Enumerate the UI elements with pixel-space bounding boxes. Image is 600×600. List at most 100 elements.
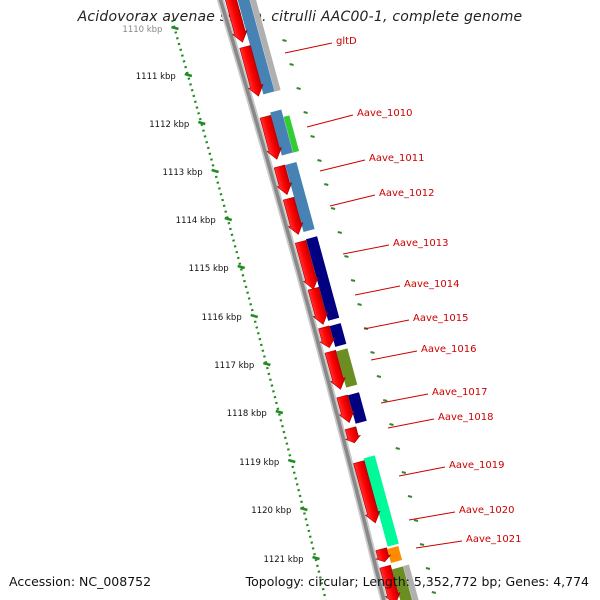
ruler-axis: 1110 kbp 1111 kbp 1112 kbp 1113 kbp 1114 kbp… xyxy=(122,19,437,600)
gene-label: Aave_1012 xyxy=(379,188,435,199)
gene-arrow xyxy=(224,0,248,43)
ruler-tick xyxy=(197,120,206,126)
ruler-tick xyxy=(250,313,259,319)
gene-label: Aave_1014 xyxy=(404,279,460,290)
ruler-dotted-line xyxy=(171,19,327,600)
ruler-label: 1114 kbp xyxy=(176,216,216,226)
gene-label: Aave_1015 xyxy=(413,313,469,324)
ruler-tick xyxy=(312,555,320,561)
minor-tick xyxy=(382,399,388,402)
minor-tick xyxy=(431,591,437,594)
minor-tick xyxy=(389,423,394,426)
label-connector xyxy=(363,319,410,330)
gene-label: Aave_1020 xyxy=(459,505,515,516)
minor-tick xyxy=(370,351,375,354)
minor-tick xyxy=(337,231,343,234)
gene-label: Aave_1010 xyxy=(357,108,413,119)
gene-arrow-shape xyxy=(353,460,381,524)
map-title: Acidovorax avenae subsp. citrulli AAC00-… xyxy=(77,9,523,25)
accession-text: Accession: NC_008752 xyxy=(9,574,152,589)
gene-arrow xyxy=(294,240,319,290)
ruler-tick xyxy=(211,168,219,174)
cog-block xyxy=(386,545,403,564)
gene-label: Aave_1011 xyxy=(369,153,425,164)
gene-label: Aave_1018 xyxy=(438,412,494,423)
gene-label: Aave_1019 xyxy=(449,460,505,471)
minor-tick xyxy=(376,375,382,378)
gene-arrow xyxy=(318,325,336,349)
gene-arrow xyxy=(282,196,304,235)
cog-bar-green xyxy=(283,115,300,153)
gene-arrow xyxy=(353,460,381,524)
ruler-tick xyxy=(287,458,296,464)
gene-arrow-shape xyxy=(224,0,248,43)
gene-label: Aave_1017 xyxy=(432,387,488,398)
ruler-label: 1115 kbp xyxy=(189,264,229,274)
gene-arrow xyxy=(379,564,401,600)
ruler-label: 1121 kbp xyxy=(263,555,303,565)
cog-bar-grey xyxy=(403,564,420,600)
minor-tick xyxy=(350,279,356,282)
genome-backbone xyxy=(216,0,388,600)
label-connector xyxy=(284,42,333,54)
minor-tick xyxy=(407,495,413,498)
gene-arrow-shape xyxy=(259,114,283,160)
gene-track xyxy=(224,0,401,600)
minor-tick xyxy=(317,159,322,162)
ruler-tick xyxy=(275,409,284,415)
label-connector xyxy=(370,350,418,361)
minor-tick xyxy=(296,87,301,90)
ruler-tick xyxy=(300,506,308,512)
label-connector xyxy=(415,540,463,549)
ruler-tick xyxy=(237,264,246,270)
backbone-line xyxy=(218,0,386,600)
gene-label: gltD xyxy=(336,36,357,47)
ruler-label: 1117 kbp xyxy=(214,361,254,371)
ruler-label: 1116 kbp xyxy=(202,313,242,323)
gene-arrow xyxy=(307,286,329,325)
minor-tick xyxy=(330,207,336,210)
gene-label: Aave_1021 xyxy=(466,534,522,545)
label-connector xyxy=(380,393,429,404)
gene-arrow-shape xyxy=(375,547,392,563)
gene-arrow-shape xyxy=(344,426,362,444)
minor-tick xyxy=(282,39,287,42)
gene-arrow-shape xyxy=(239,45,264,97)
minor-tick xyxy=(419,543,425,546)
minor-tick xyxy=(310,135,315,138)
cog-bar-grey xyxy=(247,0,281,92)
ruler-tick xyxy=(171,25,179,31)
ruler-label: 1118 kbp xyxy=(227,409,267,419)
gene-arrow-shape xyxy=(294,240,319,290)
minor-tick xyxy=(425,567,431,570)
cog-track xyxy=(235,0,420,600)
ruler-label: 1119 kbp xyxy=(239,458,279,468)
ruler-tick xyxy=(184,72,193,78)
gene-arrow xyxy=(239,45,264,97)
minor-tick xyxy=(344,255,349,258)
minor-tick xyxy=(303,111,308,114)
gene-arrow-shape xyxy=(318,325,336,349)
label-connector xyxy=(306,114,354,128)
gene-arrow xyxy=(273,164,293,195)
gene-arrow-shape xyxy=(336,394,355,423)
gene-arrow-shape xyxy=(273,164,293,195)
gene-arrow-shape xyxy=(324,349,346,390)
label-connector xyxy=(354,285,401,296)
minor-tick xyxy=(401,471,407,474)
ruler-label: 1110 kbp xyxy=(122,25,162,35)
label-connector xyxy=(408,511,456,521)
gene-arrow-shape xyxy=(379,564,401,600)
minor-tick xyxy=(289,63,294,66)
label-connector xyxy=(398,466,446,477)
gene-arrow xyxy=(259,114,283,160)
label-connector xyxy=(387,418,435,429)
minor-tick xyxy=(324,183,329,186)
genome-stats-text: Topology: circular; Length: 5,352,772 bp… xyxy=(245,574,589,589)
gene-arrow xyxy=(375,547,392,563)
label-connector xyxy=(329,194,376,207)
minor-tick xyxy=(395,447,400,450)
ruler-label: 1111 kbp xyxy=(136,72,176,82)
cog-bar xyxy=(386,545,403,564)
